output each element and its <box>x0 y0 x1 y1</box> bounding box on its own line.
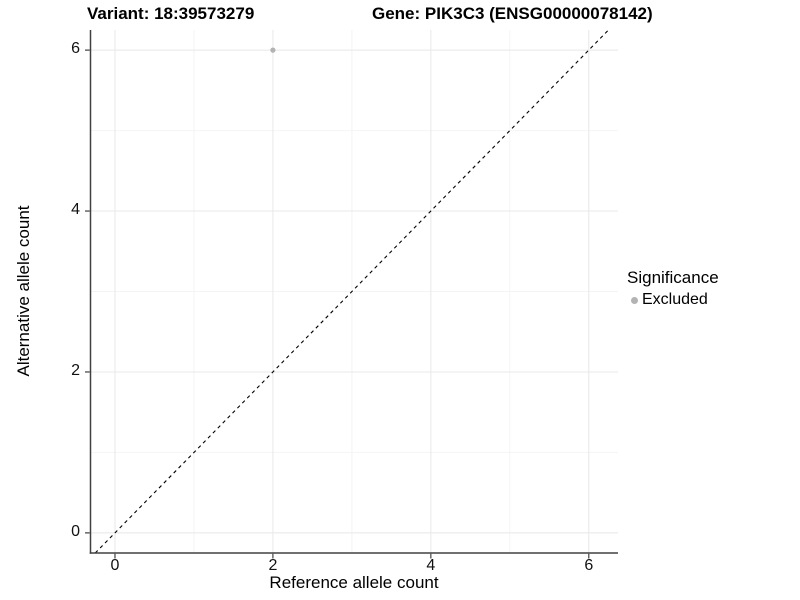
y-tick-label-0: 0 <box>71 522 80 540</box>
identity-reference-line <box>94 30 609 554</box>
x-axis-title: Reference allele count <box>269 573 439 592</box>
legend-title: Significance <box>627 268 719 287</box>
legend-item-excluded: Excluded <box>627 291 719 309</box>
legend: Significance Excluded <box>627 268 719 309</box>
y-tick-label-6: 6 <box>71 40 80 58</box>
x-tick-label-4: 4 <box>426 557 436 574</box>
plot-panel <box>85 30 618 559</box>
gene-title: Gene: PIK3C3 (ENSG00000078142) <box>372 4 653 23</box>
x-tick-label-6: 6 <box>584 557 594 574</box>
legend-point-icon <box>631 296 638 304</box>
y-tick-label-4: 4 <box>71 201 80 219</box>
legend-item-label: Excluded <box>642 291 708 308</box>
y-axis-title: Alternative allele count <box>14 205 33 377</box>
y-tick-label-2: 2 <box>71 361 80 379</box>
variant-title: Variant: 18:39573279 <box>87 4 255 23</box>
data-point-excluded <box>270 47 276 53</box>
x-tick-label-2: 2 <box>268 557 278 574</box>
x-tick-label-0: 0 <box>110 557 120 574</box>
